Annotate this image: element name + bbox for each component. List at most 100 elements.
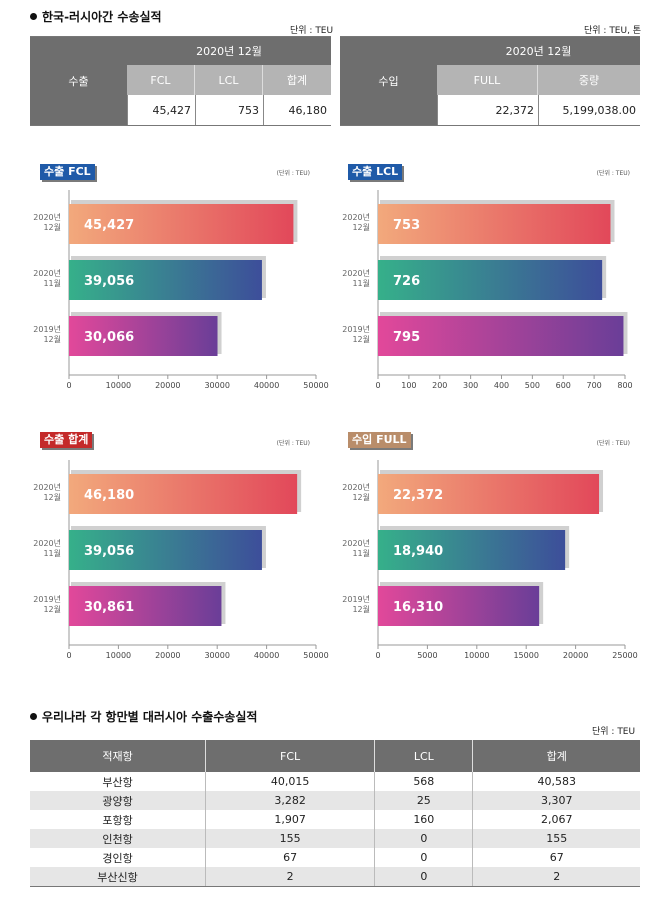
category-label: 2020년 <box>33 268 61 278</box>
category-label: 2019년 <box>33 594 61 604</box>
port-lcl: 25 <box>374 791 474 810</box>
port-lcl: 0 <box>374 829 474 848</box>
category-label: 2020년 <box>342 268 370 278</box>
x-tick-label: 600 <box>556 381 571 390</box>
bar-value-label: 22,372 <box>393 488 443 503</box>
x-tick-label: 10000 <box>106 651 131 660</box>
port-total: 67 <box>549 851 564 864</box>
table-row: 인천항 155 0 155 <box>30 829 640 848</box>
port-lcl: 0 <box>374 867 474 887</box>
export-col-lcl: LCL <box>195 65 263 95</box>
chart4-badge: 수입 FULL <box>348 432 411 448</box>
table-row: 경인항 67 0 67 <box>30 848 640 867</box>
x-tick-label: 0 <box>66 381 71 390</box>
x-tick-label: 5000 <box>417 651 437 660</box>
x-tick-label: 500 <box>525 381 540 390</box>
export-col-fcl: FCL <box>127 65 195 95</box>
chart-export-fcl: (단위 : TEU) 0 10000 20000 30000 40000 50000 45,4… <box>33 169 328 390</box>
bar <box>378 204 611 244</box>
bar <box>378 316 624 356</box>
x-tick-label: 100 <box>401 381 416 390</box>
import-unit-label: 단위 : TEU, 톤 <box>584 26 642 36</box>
x-tick-label: 0 <box>375 381 380 390</box>
port-total: 2 <box>472 867 640 887</box>
port-total: 155 <box>472 829 640 848</box>
category-label: 12월 <box>43 334 61 344</box>
table-row: 포항항 1,907 160 2,067 <box>30 810 640 829</box>
port-lcl: 160 <box>374 810 474 829</box>
col-fcl: FCL <box>205 740 376 772</box>
category-label: 11월 <box>43 548 61 558</box>
port-name: 포항항 <box>30 810 207 829</box>
port-fcl: 3,282 <box>205 791 376 810</box>
import-col-full: FULL <box>437 65 538 95</box>
bar-value-label: 795 <box>393 330 420 345</box>
x-tick-label: 50000 <box>303 651 328 660</box>
x-tick-label: 50000 <box>303 381 328 390</box>
chart-export-lcl: (단위 : TEU) 0 100 200 300 400 500 600 700 800 753 20… <box>342 169 632 390</box>
port-lcl: 568 <box>374 772 474 791</box>
port-export-table: 적재항 FCL LCL 합계 부산항 40,015 568 40,583 광양항… <box>30 740 640 887</box>
bar-value-label: 726 <box>393 274 420 289</box>
bar <box>378 586 540 626</box>
chart-unit-label: (단위 : TEU) <box>277 439 310 447</box>
category-label: 11월 <box>352 548 370 558</box>
x-tick-label: 40000 <box>254 651 279 660</box>
chart3-badge: 수출 합계 <box>40 432 93 448</box>
port-name: 인천항 <box>30 829 207 848</box>
port-total: 2,067 <box>540 813 573 826</box>
table-header-row: 적재항 FCL LCL 합계 <box>30 740 640 772</box>
import-row-label: 수입 <box>340 37 437 125</box>
bar <box>378 530 566 570</box>
x-tick-label: 20000 <box>155 381 180 390</box>
category-label: 11월 <box>352 278 370 288</box>
chart-export-total: (단위 : TEU) 0 10000 20000 30000 40000 50000 46,1… <box>33 439 328 660</box>
x-tick-label: 700 <box>586 381 601 390</box>
x-tick-label: 40000 <box>254 381 279 390</box>
category-label: 2020년 <box>342 482 370 492</box>
port-name: 광양항 <box>30 791 207 810</box>
col-lcl: LCL <box>374 740 474 772</box>
bar-value-label: 18,940 <box>393 544 443 559</box>
category-label: 2020년 <box>33 538 61 548</box>
bar-value-label: 39,056 <box>84 274 134 289</box>
bar <box>69 586 222 626</box>
chart-unit-label: (단위 : TEU) <box>597 169 630 177</box>
bar-value-label: 39,056 <box>84 544 134 559</box>
export-row-label: 수출 <box>30 37 127 125</box>
x-tick-label: 0 <box>66 651 71 660</box>
x-tick-label: 800 <box>617 381 632 390</box>
bar <box>69 316 218 356</box>
export-lcl-value: 753 <box>195 95 263 125</box>
bar <box>69 204 294 244</box>
table-row: 광양항 3,282 25 3,307 <box>30 791 640 810</box>
x-tick-label: 30000 <box>204 651 229 660</box>
category-label: 12월 <box>352 604 370 614</box>
export-unit-label: 단위 : TEU <box>290 26 334 36</box>
category-label: 11월 <box>43 278 61 288</box>
port-fcl: 40,015 <box>205 772 376 791</box>
port-total: 40,583 <box>537 775 576 788</box>
bar <box>378 260 603 300</box>
bar-value-label: 753 <box>393 218 420 233</box>
table-row: 부산항 40,015 568 40,583 <box>30 772 640 791</box>
bullet-icon <box>30 713 37 720</box>
port-total: 3,307 <box>472 791 640 810</box>
category-label: 2020년 <box>342 538 370 548</box>
chart-unit-label: (단위 : TEU) <box>597 439 630 447</box>
x-tick-label: 400 <box>494 381 509 390</box>
x-tick-label: 300 <box>463 381 478 390</box>
x-tick-label: 0 <box>375 651 380 660</box>
category-label: 12월 <box>352 334 370 344</box>
export-period: 2020년 12월 <box>127 37 331 65</box>
category-label: 2020년 <box>33 212 61 222</box>
bar-value-label: 16,310 <box>393 600 443 615</box>
category-label: 12월 <box>43 492 61 502</box>
x-tick-label: 200 <box>432 381 447 390</box>
category-label: 2019년 <box>342 324 370 334</box>
section2-unit-label: 단위 : TEU <box>592 727 636 737</box>
bar-value-label: 30,861 <box>84 600 134 615</box>
export-fcl-value: 45,427 <box>127 95 195 125</box>
import-full-value: 22,372 <box>437 95 538 125</box>
port-fcl: 1,907 <box>205 810 376 829</box>
